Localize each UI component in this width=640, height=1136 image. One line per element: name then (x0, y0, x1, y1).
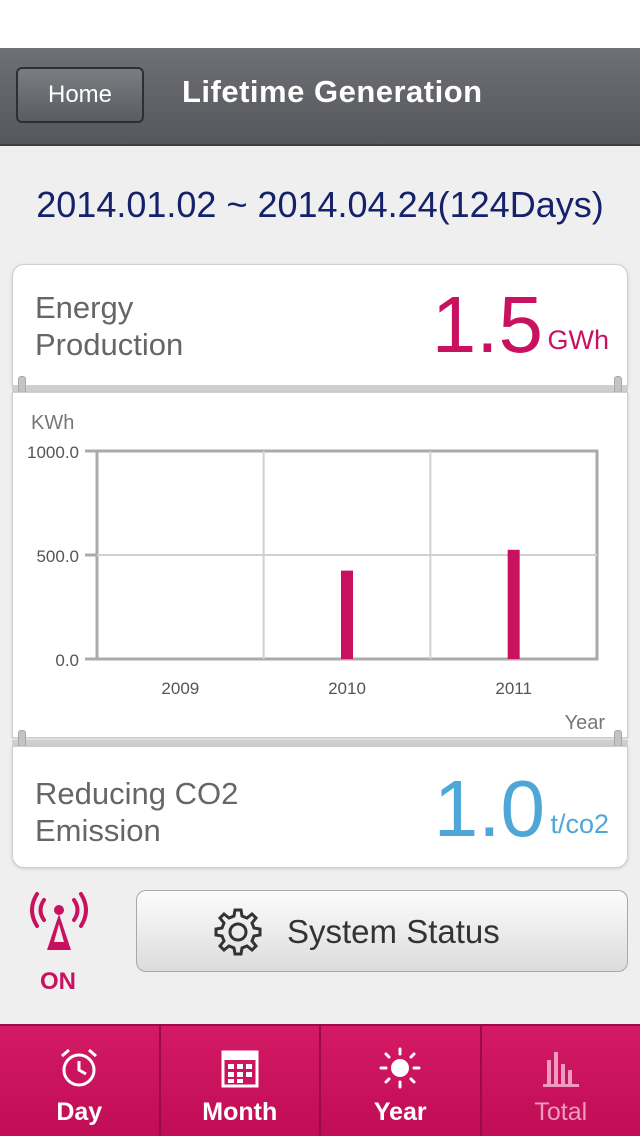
gear-icon (214, 908, 262, 956)
nav-bar: Home Lifetime Generation (0, 48, 640, 146)
y-tick-label: 0.0 (55, 651, 79, 670)
calendar-icon (221, 1050, 259, 1088)
tab-label: Year (373, 1098, 427, 1126)
energy-label: Energy Production (35, 289, 183, 363)
alarm-clock-icon (61, 1048, 98, 1087)
bar-2011 (507, 549, 520, 659)
energy-label-line1: Energy (35, 290, 134, 325)
tab-label: Day (56, 1098, 103, 1126)
x-tick-label: 2011 (495, 679, 532, 698)
y-tick-label: 500.0 (36, 547, 79, 566)
energy-production-card: Energy Production 1.5 GWh (12, 264, 628, 386)
bottom-tab-bar: Day Month Year (0, 1024, 640, 1136)
energy-unit: GWh (547, 325, 609, 355)
home-button[interactable]: Home (16, 67, 144, 123)
tab-total[interactable]: Total (482, 1026, 640, 1136)
page-title: Lifetime Generation (182, 74, 483, 109)
y-tick-label: 1000.0 (27, 443, 79, 462)
co2-label-line2: Emission (35, 813, 161, 848)
status-bar (0, 0, 640, 48)
co2-label: Reducing CO2 Emission (35, 775, 238, 849)
co2-unit: t/co2 (550, 809, 609, 839)
co2-value: 1.0 (433, 764, 545, 853)
system-status-button[interactable]: System Status (136, 890, 628, 972)
tab-label: Month (202, 1098, 278, 1126)
tab-label: Total (534, 1098, 588, 1126)
y-axis-label: KWh (31, 412, 74, 434)
tab-year[interactable]: Year (321, 1026, 482, 1136)
system-status-label: System Status (287, 913, 500, 950)
sun-icon (379, 1047, 421, 1089)
bar-chart-icon (542, 1052, 579, 1087)
co2-reduction-card: Reducing CO2 Emission 1.0 t/co2 (12, 746, 628, 868)
x-tick-label: 2010 (328, 679, 366, 698)
x-axis-label: Year (565, 712, 606, 734)
co2-label-line1: Reducing CO2 (35, 776, 239, 811)
energy-value: 1.5 (431, 280, 543, 369)
connection-status: ON (40, 968, 76, 995)
bar-2010 (341, 570, 353, 659)
card-divider (12, 730, 628, 756)
x-tick-label: 2009 (161, 679, 199, 698)
date-range: 2014.01.02 ~ 2014.04.24(124Days) (36, 184, 604, 225)
generation-chart: KWh Year 1000.0 500.0 0.0 2009 2010 2011 (27, 412, 606, 734)
signal-tower-icon (30, 892, 88, 950)
tab-month[interactable]: Month (161, 1026, 321, 1136)
tab-day[interactable]: Day (0, 1026, 161, 1136)
energy-label-line2: Production (35, 327, 184, 362)
generation-chart-card: KWh Year 1000.0 500.0 0.0 2009 2010 2011 (12, 392, 628, 738)
